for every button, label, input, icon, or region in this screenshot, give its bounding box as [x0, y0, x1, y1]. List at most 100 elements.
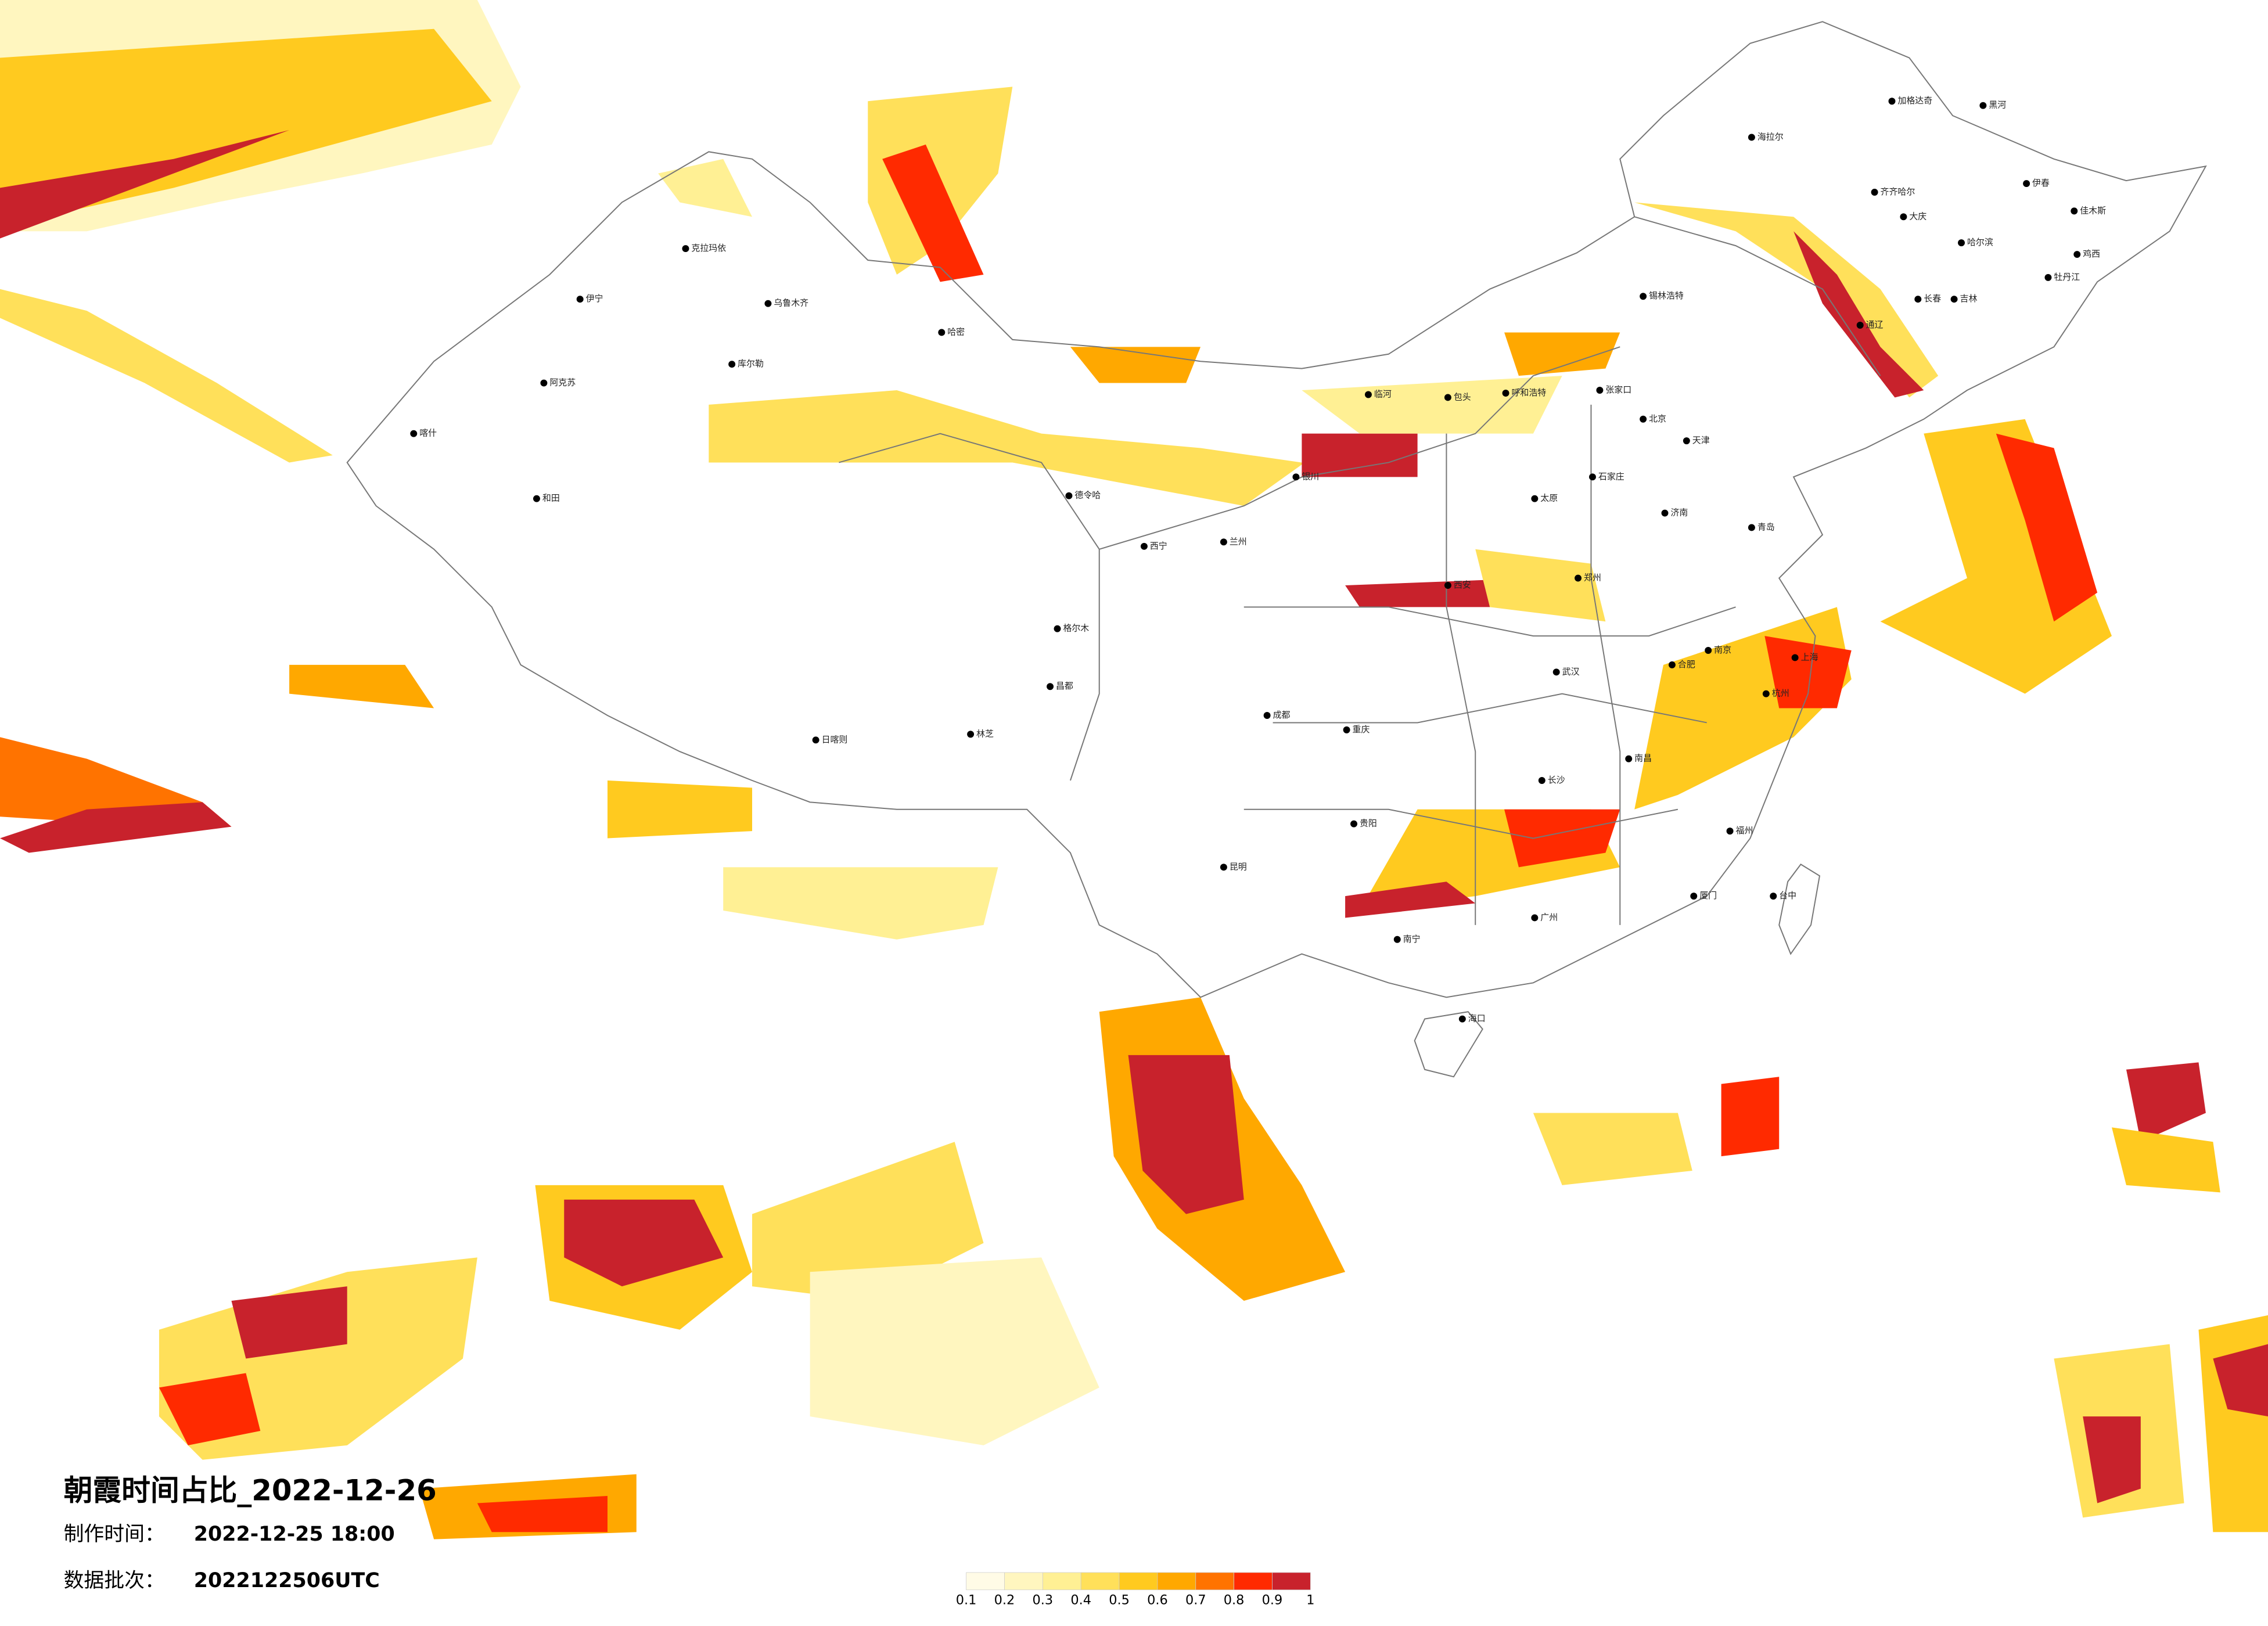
china-outline [346, 21, 2207, 998]
city-dot [1444, 582, 1451, 589]
cloud-patch [810, 1257, 1099, 1445]
map-title: 朝霞时间占比_2022-12-26 [64, 1473, 437, 1507]
legend-tick-label: 0.3 [1033, 1593, 1054, 1608]
cloud-patch [0, 130, 290, 239]
city-dot [1552, 668, 1560, 676]
city-label: 加格达奇 [1897, 95, 1932, 106]
legend-swatch [1119, 1572, 1158, 1591]
city-dot [1502, 390, 1509, 397]
city-dot [1661, 509, 1669, 517]
cloud-patch [0, 802, 232, 853]
city-label: 哈尔滨 [1967, 237, 1993, 247]
legend-tick-label: 0.9 [1262, 1593, 1283, 1608]
city-dot [1393, 936, 1401, 943]
cloud-patch [723, 867, 998, 940]
legend-swatch [1042, 1572, 1081, 1591]
cloud-patch [1880, 419, 2112, 694]
city-dot [1640, 293, 1647, 300]
city-dot [1220, 538, 1227, 546]
batch-label: 数据批次： [64, 1569, 165, 1592]
city-dot [1914, 296, 1922, 303]
city-dot [1791, 654, 1799, 661]
city-label: 克拉玛依 [691, 243, 726, 253]
city-label: 格尔木 [1063, 623, 1089, 634]
city-dot [1748, 524, 1755, 531]
caption: 朝霞时间占比_2022-12-26 制作时间： 2022-12-25 18:00… [64, 1473, 437, 1592]
city-label: 和田 [542, 493, 560, 503]
city-dot [1047, 683, 1054, 690]
legend-swatch [1080, 1572, 1120, 1591]
cloud-patch [1504, 809, 1620, 868]
city-label: 黑河 [1989, 100, 2006, 110]
legend-tick-label: 0.7 [1185, 1593, 1206, 1608]
city-label: 吉林 [1960, 293, 1978, 304]
cloud-patch [1302, 433, 1418, 477]
city-label: 天津 [1692, 435, 1710, 445]
city-label: 临河 [1374, 388, 1392, 399]
city-dot [1444, 394, 1451, 401]
city-label: 包头 [1454, 391, 1471, 402]
city-dot [1705, 647, 1712, 654]
legend-swatch [1234, 1572, 1273, 1591]
cloud-patch [1764, 636, 1852, 708]
city-dot [2071, 207, 2078, 215]
cloud-patch [658, 159, 753, 217]
city-dot [1220, 864, 1227, 871]
city-dot [1531, 914, 1539, 922]
cloud-patch [159, 1373, 261, 1445]
legend-tick-label: 0.2 [994, 1593, 1015, 1608]
city-dot [540, 379, 548, 387]
city-label: 南宁 [1403, 934, 1421, 944]
city-label: 石家庄 [1598, 471, 1624, 481]
city-label: 兰州 [1230, 536, 1247, 546]
city-dot [1979, 102, 1987, 109]
city-label: 长春 [1924, 293, 1941, 304]
cloud-patch [1996, 433, 2098, 622]
city-dot [1575, 574, 1582, 582]
city-dot [1748, 134, 1755, 141]
hainan-outline [1414, 1011, 1483, 1078]
city-dot [1950, 296, 1958, 303]
legend-swatch [1272, 1572, 1311, 1591]
legend-swatch [1157, 1572, 1196, 1591]
legend-swatch [1004, 1572, 1043, 1591]
city-label: 佳木斯 [2080, 205, 2106, 215]
batch-value: 2022122506UTC [194, 1569, 380, 1592]
cloud-patch [1504, 332, 1620, 376]
city-dot [1625, 755, 1633, 762]
legend-tick-label: 0.4 [1070, 1593, 1091, 1608]
city-label: 厦门 [1699, 890, 1717, 901]
cloud-patch [1475, 549, 1606, 622]
cloud-patch [289, 664, 434, 708]
city-label: 日喀则 [822, 734, 848, 744]
city-label: 武汉 [1562, 666, 1580, 677]
cloud-patch [1721, 1077, 1780, 1157]
city-dot [1871, 189, 1878, 196]
city-label: 张家口 [1605, 384, 1631, 395]
cloud-patch [1533, 1113, 1692, 1185]
cloud-patch [882, 144, 984, 282]
city-label: 锡林浩特 [1649, 290, 1684, 301]
city-label: 福州 [1736, 825, 1753, 836]
city-dot [1640, 415, 1647, 423]
city-label: 贵阳 [1360, 818, 1377, 829]
city-dot [1856, 322, 1864, 329]
city-dot [728, 361, 736, 368]
city-label: 呼和浩特 [1512, 387, 1547, 398]
city-dot [1538, 777, 1545, 784]
legend-tick-label: 1 [1306, 1593, 1314, 1608]
city-dot [1958, 239, 1965, 247]
city-dot [682, 245, 689, 253]
cloud-patch [564, 1199, 724, 1287]
made-time-label: 制作时间： [64, 1523, 165, 1546]
sunrise-cloud-field [0, 0, 2268, 1539]
borders [346, 21, 2207, 1078]
city-dot [1690, 893, 1698, 900]
city-label: 北京 [1649, 413, 1666, 424]
city-dot [1065, 492, 1073, 499]
taiwan-outline [1778, 864, 1821, 955]
cloud-patch [1345, 882, 1476, 918]
cloud-patch [1302, 376, 1562, 434]
